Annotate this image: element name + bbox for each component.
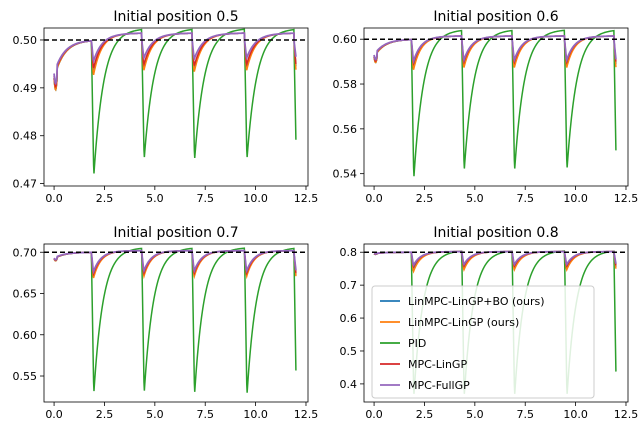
plot-area [373, 29, 617, 177]
x-tick-label: 5.0 [466, 408, 484, 421]
y-tick-label: 0.47 [13, 178, 38, 191]
y-tick-label: 0.8 [340, 246, 358, 259]
subplot-title: Initial position 0.8 [433, 225, 558, 241]
subplot-initial-0-5: Initial position 0.5 0.0 2.5 5.0 7.5 10.0 12.5… [13, 9, 319, 205]
y-tick-label: 0.58 [333, 78, 358, 91]
x-tick-label: 12.5 [294, 192, 319, 205]
axes-frame [363, 27, 629, 187]
x-tick-label: 2.5 [96, 192, 114, 205]
x-tick-label: 10.0 [243, 192, 268, 205]
subplot-initial-0-8: Initial position 0.8 0.0 2.5 5.0 7.5 10.0 12.5… [340, 225, 638, 421]
y-tick-label: 0.4 [340, 378, 358, 391]
x-tick-label: 0.0 [365, 192, 383, 205]
x-tick-label: 7.5 [516, 192, 534, 205]
y-tick-label: 0.6 [340, 312, 358, 325]
y-tick-label: 0.54 [333, 168, 358, 181]
subplot-title: Initial position 0.6 [433, 9, 558, 25]
x-tick-label: 5.0 [146, 192, 164, 205]
x-tick-label: 0.0 [45, 408, 63, 421]
x-tick-label: 10.0 [563, 192, 588, 205]
series-line-pid [53, 28, 297, 174]
x-tick-label: 2.5 [416, 408, 434, 421]
subplot-title: Initial position 0.5 [113, 9, 238, 25]
x-tick-label: 7.5 [516, 408, 534, 421]
y-tick-label: 0.65 [13, 288, 38, 301]
subplot-initial-0-7: Initial position 0.7 0.0 2.5 5.0 7.5 10.0 12.5… [13, 225, 319, 421]
x-tick-label: 10.0 [563, 408, 588, 421]
y-tick-label: 0.70 [13, 246, 38, 259]
y-tick-label: 0.5 [340, 345, 358, 358]
y-tick-label: 0.50 [13, 34, 38, 47]
plot-area [53, 28, 297, 174]
y-tick-label: 0.7 [340, 279, 358, 292]
x-tick-label: 0.0 [45, 192, 63, 205]
x-tick-label: 7.5 [196, 192, 214, 205]
legend-label: PID [408, 337, 426, 350]
series-line-purple [373, 35, 617, 65]
legend-label: MPC-FullGP [408, 379, 470, 392]
series-line-pid [53, 247, 297, 393]
y-tick-label: 0.56 [333, 123, 358, 136]
axes-frame [43, 27, 309, 187]
x-tick-label: 12.5 [614, 408, 638, 421]
x-tick-label: 7.5 [196, 408, 214, 421]
y-tick-label: 0.55 [13, 370, 38, 383]
legend: LinMPC-LinGP+BO (ours) LinMPC-LinGP (ours… [371, 285, 595, 399]
y-tick-label: 0.48 [13, 130, 38, 143]
series-line-purple [53, 249, 297, 275]
plot-area [53, 247, 297, 393]
subplot-title: Initial position 0.7 [113, 225, 238, 241]
x-tick-label: 2.5 [96, 408, 114, 421]
x-tick-label: 12.5 [614, 192, 638, 205]
x-tick-label: 5.0 [146, 408, 164, 421]
legend-label: MPC-LinGP [408, 358, 467, 371]
x-tick-label: 12.5 [294, 408, 319, 421]
axes-frame [363, 243, 629, 403]
series-line-purple [373, 250, 617, 268]
legend-box [371, 285, 595, 399]
y-tick-label: 0.60 [333, 33, 358, 46]
y-tick-label: 0.49 [13, 82, 38, 95]
x-tick-label: 10.0 [243, 408, 268, 421]
x-tick-label: 0.0 [365, 408, 383, 421]
y-tick-label: 0.60 [13, 329, 38, 342]
subplot-initial-0-6: Initial position 0.6 0.0 2.5 5.0 7.5 10.0 12.5… [333, 9, 638, 205]
series-line-purple [53, 32, 297, 86]
axes-frame [43, 243, 309, 403]
legend-label: LinMPC-LinGP (ours) [408, 316, 519, 329]
x-tick-label: 2.5 [416, 192, 434, 205]
x-tick-label: 5.0 [466, 192, 484, 205]
series-line-pid [373, 29, 617, 177]
legend-label: LinMPC-LinGP+BO (ours) [408, 295, 545, 308]
